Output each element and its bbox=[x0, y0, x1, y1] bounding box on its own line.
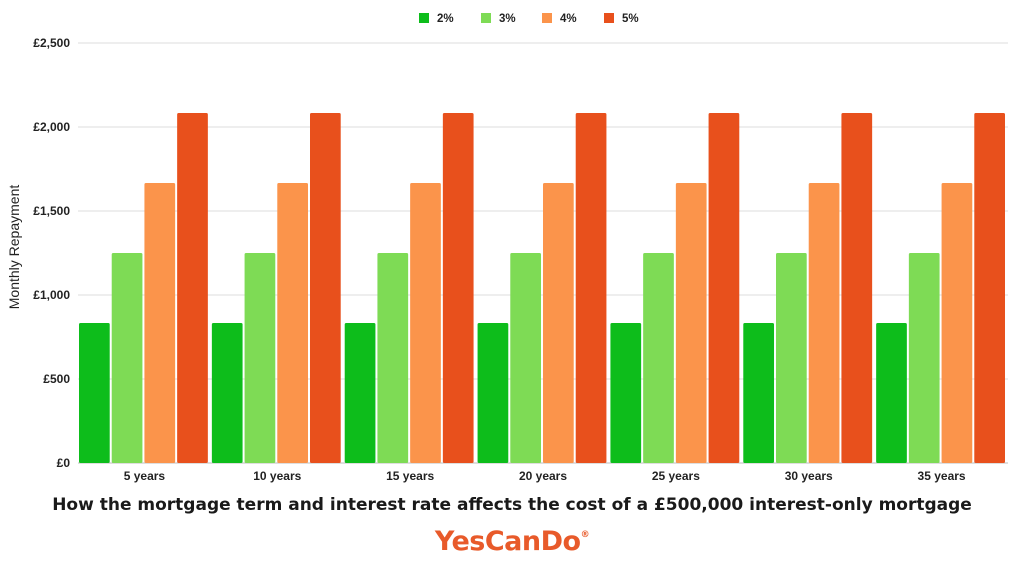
y-tick-label: £1,500 bbox=[33, 204, 70, 218]
legend-item: 2% bbox=[419, 13, 454, 25]
x-tick-label: 5 years bbox=[124, 469, 166, 483]
bar-3pct-30-years bbox=[776, 253, 807, 463]
x-tick-label: 30 years bbox=[785, 469, 833, 483]
brand-logo-text: YesCanDo bbox=[434, 526, 581, 557]
x-tick-label: 35 years bbox=[918, 469, 966, 483]
y-tick-label: £500 bbox=[43, 372, 70, 386]
legend-label: 2% bbox=[437, 13, 454, 25]
bar-5pct-15-years bbox=[442, 113, 474, 463]
bar-3pct-15-years bbox=[377, 253, 409, 463]
x-tick-label: 20 years bbox=[519, 469, 567, 483]
x-tick-label: 15 years bbox=[386, 469, 434, 483]
registered-mark: ® bbox=[580, 530, 590, 540]
bar-5pct-10-years bbox=[310, 113, 341, 463]
y-tick-label: £1,000 bbox=[33, 288, 70, 302]
bar-3pct-20-years bbox=[510, 253, 541, 463]
x-tick-label: 10 years bbox=[253, 469, 301, 483]
bar-4pct-5-years bbox=[144, 182, 176, 463]
y-tick-label: £2,500 bbox=[33, 36, 70, 50]
bar-3pct-5-years bbox=[111, 253, 143, 463]
legend-item: 5% bbox=[604, 13, 639, 25]
bar-5pct-30-years bbox=[841, 113, 873, 463]
chart-legend: 2% 3% 4% 5% bbox=[419, 13, 639, 25]
bar-4pct-10-years bbox=[277, 182, 308, 463]
bar-4pct-30-years bbox=[808, 182, 840, 463]
bar-chart: 2% 3% 4% 5% £0£500£1,000£1,500£2,000£2,500 … bbox=[6, 13, 1008, 483]
chart-title: How the mortgage term and interest rate … bbox=[52, 495, 972, 515]
legend-swatch bbox=[542, 13, 552, 23]
legend-item: 4% bbox=[542, 13, 577, 25]
bar-5pct-5-years bbox=[177, 113, 208, 463]
bar-2pct-5-years bbox=[79, 323, 110, 463]
bar-3pct-25-years bbox=[643, 253, 674, 463]
legend-swatch bbox=[604, 13, 614, 23]
x-axis-ticks: 5 years 10 years 15 years 20 years 25 years 3… bbox=[124, 469, 966, 483]
x-tick-label: 25 years bbox=[652, 469, 700, 483]
bar-2pct-30-years bbox=[743, 323, 774, 463]
legend-item: 3% bbox=[481, 13, 516, 25]
bar-4pct-25-years bbox=[675, 182, 707, 463]
bar-2pct-20-years bbox=[477, 323, 509, 463]
legend-swatch bbox=[419, 13, 429, 23]
bar-2pct-25-years bbox=[610, 323, 642, 463]
bar-3pct-35-years bbox=[908, 253, 940, 463]
bar-5pct-25-years bbox=[708, 113, 740, 463]
y-axis-ticks: £0 £500 £1,000 £1,500 £2,000 £2,500 bbox=[33, 36, 70, 470]
bar-2pct-10-years bbox=[211, 323, 243, 463]
legend-label: 3% bbox=[499, 13, 516, 25]
bar-3pct-10-years bbox=[244, 253, 276, 463]
y-tick-label: £2,000 bbox=[33, 120, 70, 134]
bars bbox=[79, 113, 1005, 463]
bar-4pct-35-years bbox=[941, 182, 973, 463]
y-axis-label: Monthly Repayment bbox=[6, 185, 22, 310]
bar-5pct-20-years bbox=[575, 113, 607, 463]
bar-2pct-15-years bbox=[344, 323, 376, 463]
legend-label: 4% bbox=[560, 13, 577, 25]
brand-logo: YesCanDo® bbox=[0, 526, 1024, 557]
legend-label: 5% bbox=[622, 13, 639, 25]
y-tick-label: £0 bbox=[57, 456, 71, 470]
bar-5pct-35-years bbox=[974, 113, 1005, 463]
legend-swatch bbox=[481, 13, 491, 23]
bar-2pct-35-years bbox=[876, 323, 907, 463]
bar-4pct-15-years bbox=[410, 182, 441, 463]
bar-4pct-20-years bbox=[543, 182, 574, 463]
